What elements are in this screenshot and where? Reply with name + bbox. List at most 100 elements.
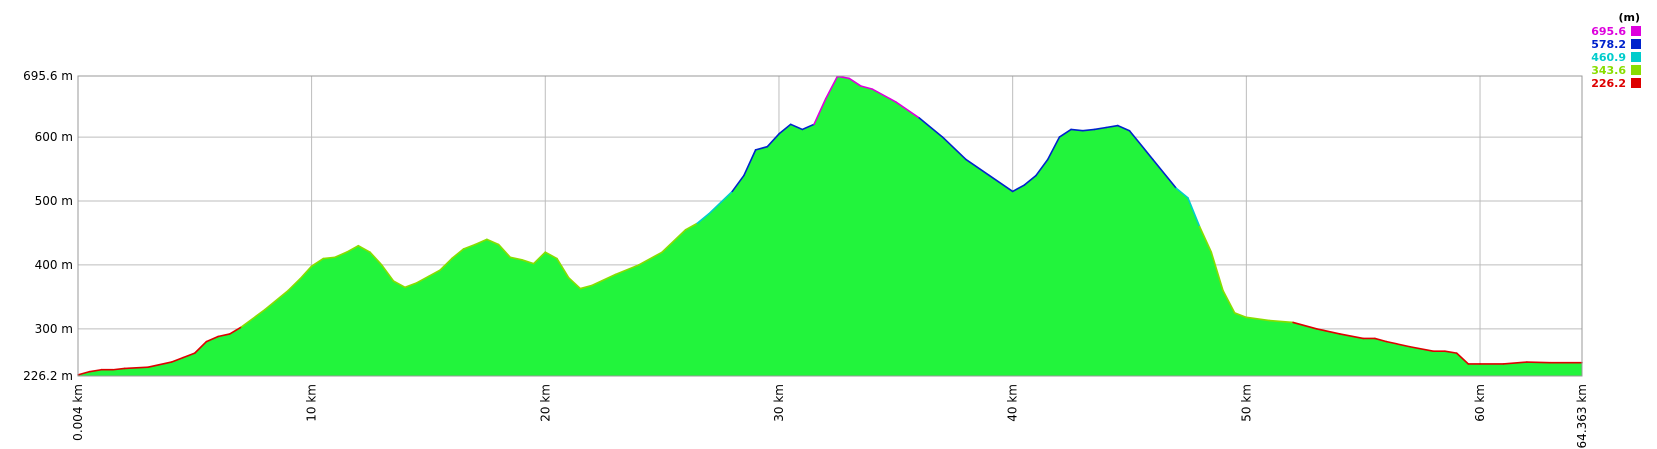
- x-axis-ticks: 0.004 km 10 km 20 km 30 km 40 km 50 km 60 km 64…: [71, 384, 1589, 448]
- line-segment: [871, 88, 897, 103]
- line-segment: [637, 251, 663, 266]
- line-segment: [836, 75, 850, 80]
- line-segment: [497, 243, 512, 259]
- line-segment: [1128, 129, 1154, 161]
- line-segment: [229, 326, 243, 335]
- line-segment: [415, 275, 430, 284]
- x-tick-label: 64.363 km: [1575, 384, 1589, 448]
- y-tick-label: 226.2 m: [23, 369, 73, 383]
- line-segment: [1222, 289, 1236, 314]
- line-segment: [1175, 187, 1189, 199]
- legend-value: 226.2: [1591, 77, 1626, 90]
- line-segment: [474, 238, 488, 246]
- line-segment: [579, 284, 593, 290]
- line-segment: [848, 77, 862, 87]
- line-segment: [88, 368, 103, 373]
- line-segment: [217, 333, 231, 338]
- x-tick-label: 20 km: [538, 384, 552, 422]
- line-segment: [193, 340, 208, 354]
- line-segment: [614, 264, 640, 276]
- line-segment: [731, 174, 745, 193]
- x-tick-label: 60 km: [1473, 384, 1487, 422]
- elevation-area: [78, 76, 1582, 377]
- line-segment: [112, 367, 126, 371]
- line-segment: [462, 243, 476, 250]
- elevation-area-fill: [78, 76, 1582, 377]
- line-segment: [813, 97, 827, 126]
- line-segment: [182, 352, 196, 359]
- line-segment: [451, 248, 465, 260]
- y-tick-label: 400 m: [35, 258, 73, 272]
- line-segment: [754, 145, 769, 151]
- line-segment: [427, 269, 441, 278]
- line-segment: [1339, 333, 1364, 340]
- line-segment: [1035, 158, 1049, 177]
- line-segment: [123, 366, 149, 370]
- line-segment: [439, 257, 453, 271]
- line-segment: [345, 244, 360, 253]
- line-segment: [380, 264, 395, 282]
- line-segment: [404, 282, 418, 289]
- legend-value: 343.6: [1591, 64, 1626, 77]
- line-segment: [708, 190, 734, 215]
- line-segment: [918, 117, 944, 138]
- line-segment: [789, 123, 804, 131]
- line-segment: [264, 289, 290, 311]
- plot-border: [77, 75, 1583, 377]
- line-segment: [334, 251, 348, 259]
- line-segment: [696, 212, 710, 225]
- legend-unit: (m): [1618, 11, 1640, 24]
- line-segment: [766, 133, 780, 148]
- line-segment: [1152, 158, 1178, 190]
- line-segment: [1455, 352, 1470, 365]
- legend-swatch: [1631, 39, 1641, 49]
- line-segment: [1117, 124, 1131, 132]
- legend-swatch: [1631, 78, 1641, 88]
- line-segment: [1105, 124, 1119, 129]
- elevation-line: [77, 75, 1583, 376]
- line-segment: [299, 265, 313, 280]
- line-segment: [1292, 321, 1318, 330]
- line-segment: [521, 259, 535, 265]
- line-segment: [1210, 251, 1224, 292]
- line-segment: [1385, 340, 1411, 348]
- line-segment: [1093, 126, 1107, 131]
- line-segment: [287, 278, 301, 292]
- line-segment: [1525, 361, 1551, 364]
- line-segment: [895, 101, 920, 119]
- legend-swatch: [1631, 52, 1641, 62]
- line-segment: [941, 136, 967, 161]
- line-segment: [1233, 312, 1248, 319]
- line-segment: [1502, 361, 1528, 365]
- line-segment: [1409, 345, 1435, 353]
- line-segment: [357, 244, 371, 253]
- line-segment: [240, 308, 266, 328]
- legend-value: 578.2: [1591, 38, 1626, 51]
- line-segment: [1023, 174, 1037, 186]
- line-segment: [801, 123, 815, 131]
- x-tick-label: 40 km: [1006, 384, 1020, 422]
- line-segment: [556, 257, 570, 279]
- line-segment: [567, 276, 582, 290]
- line-segment: [778, 123, 792, 135]
- line-segment: [684, 222, 698, 231]
- legend-swatch: [1631, 65, 1641, 75]
- line-segment: [859, 85, 874, 90]
- line-segment: [965, 158, 991, 177]
- y-tick-label: 600 m: [35, 130, 73, 144]
- line-segment: [392, 280, 406, 289]
- y-tick-label: 500 m: [35, 194, 73, 208]
- line-segment: [988, 174, 1014, 193]
- line-segment: [77, 370, 91, 376]
- x-tick-label: 30 km: [772, 384, 786, 422]
- x-tick-label: 0.004 km: [71, 384, 85, 441]
- legend-value: 695.6: [1591, 25, 1626, 38]
- line-segment: [509, 256, 523, 261]
- y-tick-label: 695.6 m: [23, 69, 73, 83]
- line-segment: [310, 257, 325, 268]
- x-tick-label: 50 km: [1239, 384, 1253, 422]
- line-segment: [1374, 337, 1388, 343]
- y-axis-ticks: 695.6 m 600 m 500 m 400 m 300 m 226.2 m: [23, 69, 73, 383]
